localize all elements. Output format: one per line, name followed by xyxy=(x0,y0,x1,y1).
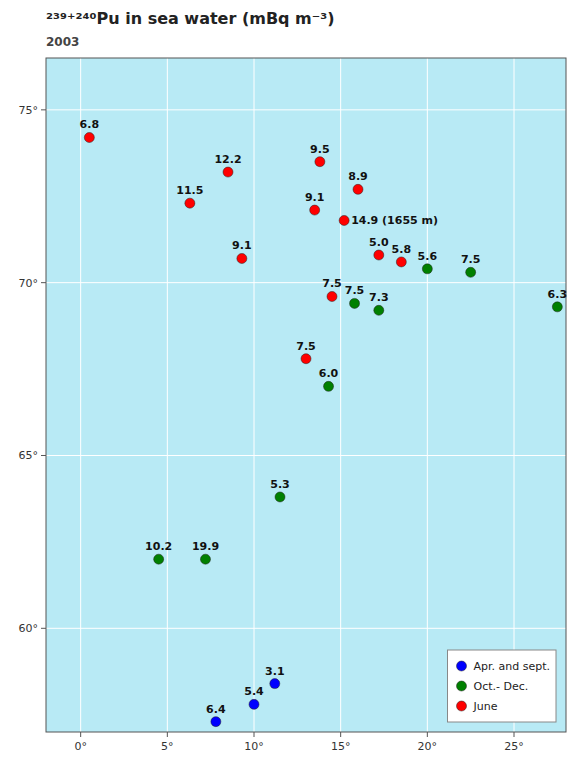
grid-line xyxy=(46,282,566,283)
point-label: 6.4 xyxy=(206,703,226,716)
point-label: 10.2 xyxy=(145,540,172,553)
point-label: 7.5 xyxy=(296,340,316,353)
point-labels: 3.15.4 6.4 7.5 7.3 5.6 7.5 6.3 6.0 5.3 10.2 19.9 6.… xyxy=(80,118,567,715)
tick-mark xyxy=(514,732,515,737)
point xyxy=(339,215,349,225)
tick-label: 25° xyxy=(504,740,524,753)
tick-label: 75° xyxy=(19,104,39,117)
grid-line xyxy=(46,109,566,110)
point-label: 5.8 xyxy=(392,243,412,256)
legend-box xyxy=(448,650,557,722)
point xyxy=(211,717,221,727)
point xyxy=(327,291,337,301)
plot-frame xyxy=(46,58,566,732)
legend-label: Oct.- Dec. xyxy=(474,680,529,693)
point xyxy=(249,699,259,709)
point-label: 6.8 xyxy=(80,118,100,131)
tick-mark xyxy=(80,732,81,737)
tick-label: 0° xyxy=(74,740,87,753)
points xyxy=(84,132,562,726)
point xyxy=(200,554,210,564)
tick-mark xyxy=(340,732,341,737)
point-label: 3.1 xyxy=(265,665,285,678)
point-label: 5.3 xyxy=(270,478,290,491)
point-label: 6.0 xyxy=(319,367,339,380)
point-label: 7.5 xyxy=(345,284,365,297)
point-label: 14.9 (1655 m) xyxy=(351,214,438,227)
subtitle: 2003 xyxy=(46,35,79,49)
tick-mark xyxy=(427,732,428,737)
title: ²³⁹⁺²⁴⁰Pu in sea water (mBq m⁻³) xyxy=(46,9,335,28)
legend-label: June xyxy=(473,700,498,713)
tick-label: 60° xyxy=(19,622,39,635)
point-label: 6.3 xyxy=(548,288,568,301)
legend-marker xyxy=(457,681,467,691)
point xyxy=(270,679,280,689)
point-label: 5.0 xyxy=(369,236,389,249)
point-label: 5.6 xyxy=(418,250,438,263)
tick-mark xyxy=(41,109,46,110)
point-label: 7.5 xyxy=(461,253,481,266)
tick-label: 65° xyxy=(19,449,39,462)
tick-label: 10° xyxy=(244,740,264,753)
point-label: 11.5 xyxy=(176,184,203,197)
point xyxy=(310,205,320,215)
point xyxy=(396,257,406,267)
point xyxy=(315,157,325,167)
point-label: 5.4 xyxy=(244,685,264,698)
tick-mark xyxy=(41,455,46,456)
point xyxy=(223,167,233,177)
tick-label: 15° xyxy=(331,740,351,753)
point-label: 12.2 xyxy=(214,153,241,166)
tick-mark xyxy=(254,732,255,737)
plot-background xyxy=(46,58,566,732)
grid-line xyxy=(80,58,81,732)
point xyxy=(237,253,247,263)
point xyxy=(422,264,432,274)
point-label: 9.5 xyxy=(310,143,330,156)
point xyxy=(350,298,360,308)
legend: Apr. and sept. Oct.- Dec. June xyxy=(448,650,557,722)
point xyxy=(84,132,94,142)
grid-line xyxy=(254,58,255,732)
point xyxy=(466,267,476,277)
legend-marker xyxy=(457,701,467,711)
grid-line xyxy=(514,58,515,732)
point xyxy=(154,554,164,564)
point-label: 7.5 xyxy=(322,277,342,290)
point xyxy=(275,492,285,502)
point-label: 9.1 xyxy=(305,191,325,204)
chart: ²³⁹⁺²⁴⁰Pu in sea water (mBq m⁻³) 2003 0° 5°… xyxy=(0,0,580,762)
point xyxy=(374,305,384,315)
point xyxy=(324,381,334,391)
point-label: 8.9 xyxy=(348,170,368,183)
tick-label: 70° xyxy=(19,277,39,290)
point-label: 19.9 xyxy=(192,540,219,553)
tick-mark xyxy=(41,282,46,283)
grid-line xyxy=(340,58,341,732)
grid-line xyxy=(46,455,566,456)
point xyxy=(301,354,311,364)
tick-mark xyxy=(41,628,46,629)
grid-line xyxy=(427,58,428,732)
point xyxy=(353,184,363,194)
point-label: 7.3 xyxy=(369,291,389,304)
grid-line xyxy=(46,628,566,629)
point xyxy=(185,198,195,208)
legend-label: Apr. and sept. xyxy=(474,660,551,673)
point-label: 9.1 xyxy=(232,239,252,252)
point xyxy=(552,302,562,312)
tick-label: 5° xyxy=(161,740,174,753)
point xyxy=(374,250,384,260)
tick-label: 20° xyxy=(418,740,438,753)
tick-mark xyxy=(167,732,168,737)
grid-line xyxy=(167,58,168,732)
legend-marker xyxy=(457,661,467,671)
